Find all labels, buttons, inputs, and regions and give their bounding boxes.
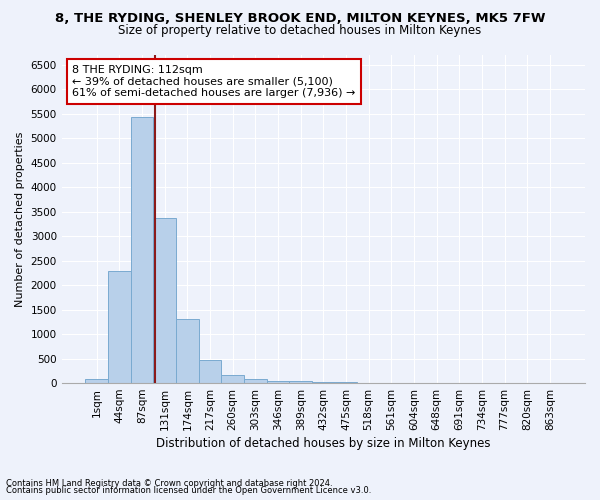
Bar [335, 382, 358, 383]
Text: Size of property relative to detached houses in Milton Keynes: Size of property relative to detached ho… [118, 24, 482, 37]
Bar [289, 381, 312, 383]
Bar [154, 218, 176, 383]
Y-axis label: Number of detached properties: Number of detached properties [15, 132, 25, 306]
Text: Contains public sector information licensed under the Open Government Licence v3: Contains public sector information licen… [6, 486, 371, 495]
Bar [312, 382, 335, 383]
Bar [266, 380, 289, 383]
Text: 8 THE RYDING: 112sqm
← 39% of detached houses are smaller (5,100)
61% of semi-de: 8 THE RYDING: 112sqm ← 39% of detached h… [72, 65, 356, 98]
Bar [199, 360, 221, 383]
Bar [108, 272, 131, 383]
Bar [244, 379, 266, 383]
Bar [221, 375, 244, 383]
Bar [131, 117, 154, 383]
Bar [176, 320, 199, 383]
Text: 8, THE RYDING, SHENLEY BROOK END, MILTON KEYNES, MK5 7FW: 8, THE RYDING, SHENLEY BROOK END, MILTON… [55, 12, 545, 26]
Text: Contains HM Land Registry data © Crown copyright and database right 2024.: Contains HM Land Registry data © Crown c… [6, 478, 332, 488]
X-axis label: Distribution of detached houses by size in Milton Keynes: Distribution of detached houses by size … [156, 437, 491, 450]
Bar [85, 379, 108, 383]
